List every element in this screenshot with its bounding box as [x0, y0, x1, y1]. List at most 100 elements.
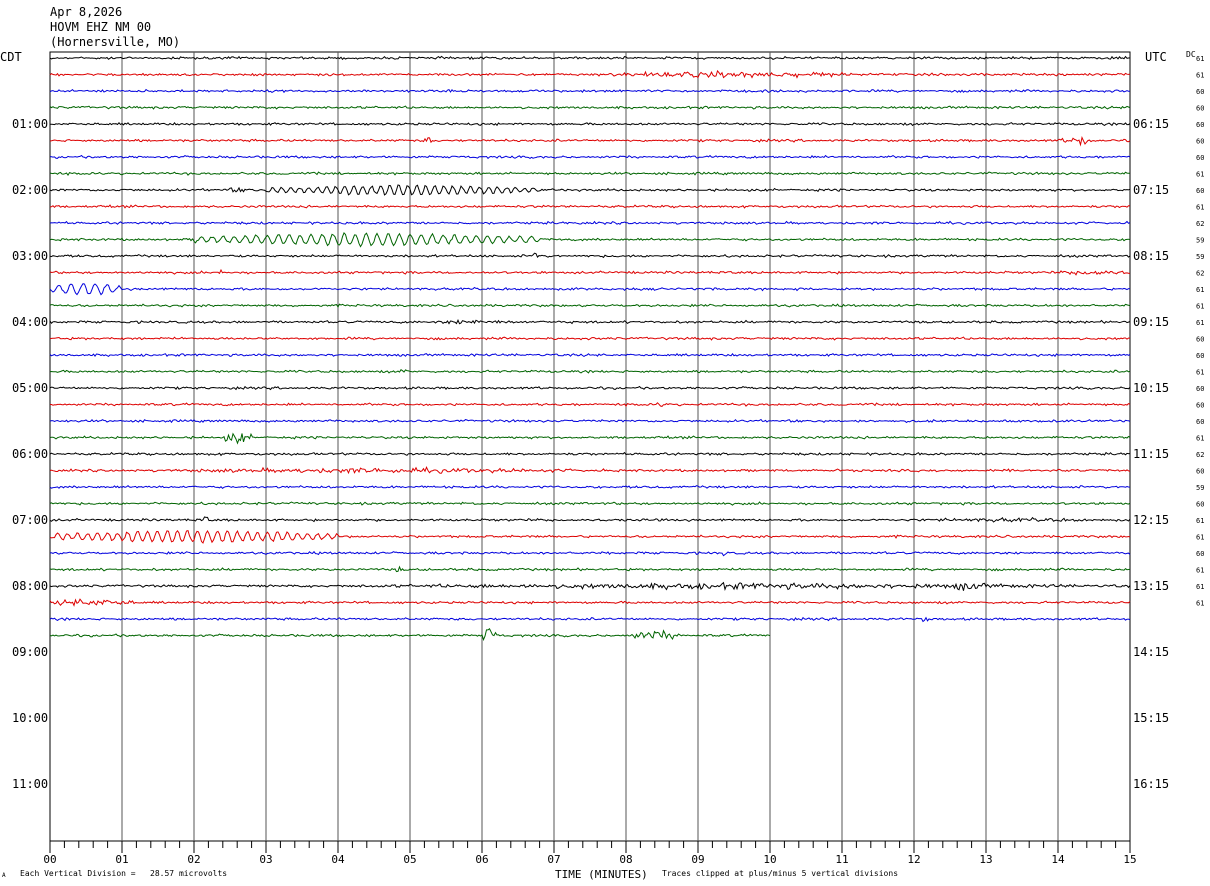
dc-value: 62 — [1196, 220, 1204, 228]
dc-value: 60 — [1196, 550, 1204, 558]
left-timezone: CDT — [0, 50, 22, 64]
dc-value: 60 — [1196, 121, 1204, 129]
x-tick-label: 02 — [187, 853, 200, 866]
dc-value: 61 — [1196, 600, 1204, 608]
seismic-trace-row-4 — [50, 121, 1131, 127]
seismic-trace-row-24 — [49, 451, 1131, 457]
x-axis-title: TIME (MINUTES) — [555, 868, 648, 881]
hour-label-left: 10:00 — [12, 711, 48, 725]
seismic-trace-row-13 — [49, 268, 1131, 276]
dc-value: 61 — [1196, 286, 1204, 294]
seismic-trace-row-12 — [49, 252, 1131, 259]
x-tick-label: 13 — [979, 853, 992, 866]
hour-label-right: 08:15 — [1133, 249, 1169, 263]
dc-value: 61 — [1196, 72, 1204, 80]
seismic-trace-row-7 — [49, 171, 1131, 177]
seismic-trace-row-27 — [49, 501, 1131, 506]
dc-value: 60 — [1196, 468, 1204, 476]
dc-value: 61 — [1196, 369, 1204, 377]
x-tick-label: 03 — [259, 853, 272, 866]
seismic-trace-row-18 — [49, 352, 1131, 358]
seismic-trace-row-28 — [49, 516, 1131, 523]
right-timezone: UTC — [1145, 50, 1167, 64]
seismic-trace-row-25 — [49, 466, 1131, 475]
dc-value: 60 — [1196, 402, 1204, 410]
seismic-trace-row-29 — [49, 529, 1131, 544]
hour-label-right: 16:15 — [1133, 777, 1169, 791]
seismic-trace-row-23 — [49, 432, 1131, 445]
seismic-trace-row-22 — [49, 418, 1131, 424]
x-tick-label: 14 — [1051, 853, 1065, 866]
seismic-trace-row-10 — [49, 220, 1131, 226]
dc-value: 61 — [1196, 55, 1204, 63]
corner-mark: A — [2, 872, 6, 879]
hour-label-left: 02:00 — [12, 183, 48, 197]
seismic-trace-row-19 — [49, 368, 1131, 374]
dc-value: 60 — [1196, 501, 1204, 509]
dc-value: 60 — [1196, 138, 1204, 146]
dc-value: 61 — [1196, 319, 1204, 327]
dc-value: 59 — [1196, 253, 1204, 261]
dc-value: 60 — [1196, 385, 1204, 393]
hour-label-left: 05:00 — [12, 381, 48, 395]
x-tick-label: 04 — [331, 853, 345, 866]
dc-value: 59 — [1196, 484, 1204, 492]
dc-value: 61 — [1196, 567, 1204, 575]
seismic-trace-row-0 — [49, 55, 1131, 61]
dc-value: 60 — [1196, 352, 1204, 360]
hour-label-right: 14:15 — [1133, 645, 1169, 659]
hour-label-left: 07:00 — [12, 513, 48, 527]
seismic-trace-row-16 — [49, 318, 1131, 325]
dc-value: 61 — [1196, 303, 1204, 311]
seismic-trace-row-15 — [49, 303, 1131, 308]
seismic-trace-row-11 — [49, 231, 1131, 248]
x-tick-label: 09 — [691, 853, 704, 866]
x-tick-label: 06 — [475, 853, 488, 866]
plot-date: Apr 8,2026 — [50, 5, 123, 19]
seismic-trace-row-32 — [49, 581, 1131, 591]
hour-label-right: 12:15 — [1133, 513, 1169, 527]
dc-value: 61 — [1196, 517, 1204, 525]
dc-value: 60 — [1196, 154, 1204, 162]
seismic-trace-row-33 — [49, 598, 1131, 607]
x-tick-label: 10 — [763, 853, 776, 866]
seismic-trace-row-26 — [49, 484, 1131, 489]
seismic-trace-row-5 — [49, 136, 1131, 147]
dc-value: 60 — [1196, 88, 1204, 96]
hour-label-left: 09:00 — [12, 645, 48, 659]
hour-label-right: 06:15 — [1133, 117, 1169, 131]
hour-label-right: 09:15 — [1133, 315, 1169, 329]
hour-label-left: 04:00 — [12, 315, 48, 329]
dc-value: 61 — [1196, 435, 1204, 443]
station-code: HOVM EHZ NM 00 — [50, 20, 152, 34]
hour-label-right: 15:15 — [1133, 711, 1169, 725]
dc-value: 59 — [1196, 237, 1204, 245]
hour-label-left: 06:00 — [12, 447, 48, 461]
hour-label-left: 08:00 — [12, 579, 48, 593]
hour-label-right: 07:15 — [1133, 183, 1169, 197]
x-tick-label: 11 — [835, 853, 848, 866]
x-tick-label: 00 — [43, 853, 56, 866]
plot-frame — [49, 51, 1131, 842]
station-location: (Hornersville, MO) — [50, 35, 181, 49]
seismic-trace-row-34 — [49, 616, 1131, 623]
seismic-trace-row-6 — [49, 154, 1131, 160]
x-tick-label: 07 — [547, 853, 560, 866]
dc-value: 60 — [1196, 336, 1204, 344]
hour-label-left: 11:00 — [12, 777, 48, 791]
hour-label-right: 11:15 — [1133, 447, 1169, 461]
dc-value: 60 — [1196, 418, 1204, 426]
dc-value: 61 — [1196, 583, 1204, 591]
x-tick-label: 01 — [115, 853, 128, 866]
seismic-trace-row-21 — [50, 402, 1131, 408]
seismic-trace-row-3 — [49, 105, 1131, 110]
seismic-trace-row-9 — [49, 204, 1131, 209]
dc-value: 62 — [1196, 451, 1204, 459]
x-tick-label: 12 — [907, 853, 920, 866]
seismic-trace-row-17 — [49, 336, 1131, 341]
dc-value: 61 — [1196, 171, 1204, 179]
seismic-trace-row-2 — [49, 88, 1130, 94]
dc-label: DC — [1186, 50, 1196, 59]
clip-note: Traces clipped at plus/minus 5 vertical … — [662, 869, 899, 878]
